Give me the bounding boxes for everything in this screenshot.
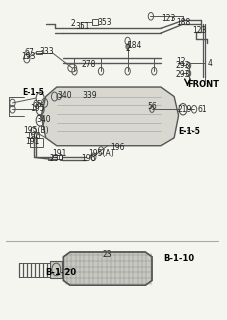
Text: 193: 193 — [21, 52, 36, 61]
Text: 191: 191 — [25, 137, 39, 147]
Text: 340: 340 — [36, 115, 51, 124]
Text: 353: 353 — [97, 18, 112, 27]
Text: E-1-5: E-1-5 — [178, 127, 200, 136]
Bar — [48, 157, 52, 160]
Text: 230: 230 — [49, 154, 63, 163]
Text: 339: 339 — [82, 91, 96, 100]
Text: 12: 12 — [176, 57, 185, 66]
Bar — [36, 51, 42, 54]
Text: 65: 65 — [33, 100, 42, 109]
Bar — [52, 155, 62, 159]
Text: 340: 340 — [58, 91, 72, 100]
Text: 4: 4 — [207, 59, 211, 68]
Text: B-1-10: B-1-10 — [162, 254, 193, 263]
Text: 67: 67 — [25, 48, 34, 57]
Text: 184: 184 — [127, 41, 141, 50]
Polygon shape — [41, 87, 178, 146]
Text: 195: 195 — [30, 104, 44, 113]
Text: 56: 56 — [147, 102, 157, 111]
Circle shape — [125, 44, 129, 49]
Bar — [50, 260, 62, 278]
Text: 351: 351 — [75, 22, 90, 31]
Text: 293: 293 — [175, 61, 189, 70]
Text: 2: 2 — [125, 44, 130, 53]
Bar — [92, 19, 97, 25]
Text: 2: 2 — [70, 19, 74, 28]
Text: 196: 196 — [26, 132, 40, 141]
Bar — [30, 138, 43, 147]
Text: 293: 293 — [175, 69, 189, 78]
Text: 196: 196 — [81, 154, 95, 163]
Polygon shape — [63, 252, 151, 285]
Text: 195(B): 195(B) — [23, 126, 49, 135]
Text: 196: 196 — [109, 143, 124, 152]
Text: B-1-20: B-1-20 — [44, 268, 76, 277]
Text: 195(A): 195(A) — [87, 149, 113, 158]
Text: 278: 278 — [81, 60, 95, 69]
Text: 123: 123 — [191, 26, 205, 35]
Text: 333: 333 — [39, 47, 53, 56]
Text: 188: 188 — [176, 18, 190, 27]
Text: 61: 61 — [196, 105, 206, 114]
Text: E-1-5: E-1-5 — [22, 88, 43, 97]
Text: FRONT: FRONT — [187, 80, 218, 89]
Text: 123: 123 — [160, 14, 175, 23]
Text: 23: 23 — [102, 250, 112, 259]
Text: 191: 191 — [52, 148, 66, 157]
Text: 219: 219 — [177, 105, 191, 114]
